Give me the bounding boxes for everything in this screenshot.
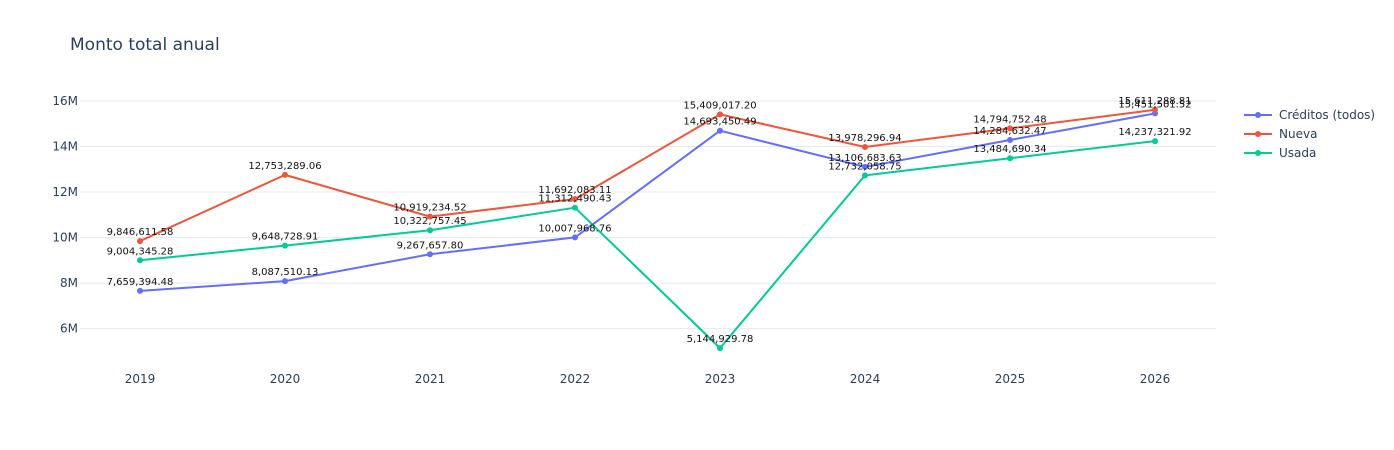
x-tick-label: 2024 (850, 372, 881, 386)
y-tick-label: 10M (52, 231, 78, 245)
legend-marker-icon (1255, 131, 1261, 137)
x-axis-ticks: 2019 2020 2021 2022 2023 2024 2025 2026 (125, 372, 1171, 386)
legend-item[interactable]: Nueva (1244, 127, 1317, 141)
data-label: 10,322,757.45 (393, 216, 466, 227)
data-point[interactable] (862, 163, 868, 170)
data-label: 9,846,611.58 (107, 227, 174, 238)
data-point[interactable] (1152, 138, 1158, 145)
data-point[interactable] (282, 242, 288, 249)
y-axis-ticks: 6M 8M 10M 12M 14M 16M (52, 94, 78, 336)
series-2 (137, 138, 1158, 352)
series-line (139, 140, 1156, 350)
data-label: 9,267,657.80 (397, 240, 464, 251)
legend[interactable]: Créditos (todos) Nueva Usada (1244, 108, 1375, 160)
data-label: 11,692,083.11 (538, 185, 611, 196)
data-point[interactable] (137, 257, 143, 264)
data-label: 14,693,450.49 (683, 117, 756, 128)
data-label: 9,648,728.91 (252, 232, 319, 243)
data-label: 5,144,929.78 (687, 334, 754, 345)
data-point[interactable] (137, 238, 143, 245)
y-tick-label: 16M (52, 94, 78, 108)
legend-label: Nueva (1279, 127, 1317, 141)
data-label: 10,007,968.76 (538, 223, 611, 234)
data-label: 14,237,321.92 (1118, 127, 1191, 138)
data-point[interactable] (1007, 155, 1013, 162)
x-tick-label: 2026 (1140, 372, 1171, 386)
data-label: 10,919,234.52 (393, 203, 466, 214)
data-point[interactable] (572, 234, 578, 241)
data-point[interactable] (282, 171, 288, 178)
legend-label: Usada (1279, 146, 1316, 160)
legend-item[interactable]: Créditos (todos) (1244, 108, 1375, 122)
y-tick-label: 12M (52, 185, 78, 199)
data-label: 13,484,690.34 (973, 144, 1046, 155)
y-tick-label: 8M (60, 276, 78, 290)
data-point[interactable] (862, 143, 868, 150)
x-tick-label: 2025 (995, 372, 1026, 386)
data-label: 11,312,490.43 (538, 194, 611, 205)
data-label: 12,732,058.75 (828, 161, 901, 172)
data-point[interactable] (572, 204, 578, 211)
data-point[interactable] (717, 127, 723, 134)
data-point[interactable] (282, 278, 288, 285)
legend-label: Créditos (todos) (1279, 108, 1375, 122)
data-point[interactable] (572, 196, 578, 203)
series-lines (137, 106, 1158, 352)
data-label: 15,409,017.20 (683, 100, 756, 111)
data-point[interactable] (717, 345, 723, 352)
y-tick-label: 6M (60, 322, 78, 336)
data-label: 7,659,394.48 (107, 277, 174, 288)
data-point[interactable] (862, 172, 868, 179)
x-tick-label: 2019 (125, 372, 156, 386)
x-tick-label: 2021 (415, 372, 446, 386)
series-1 (137, 106, 1158, 245)
data-point[interactable] (1007, 137, 1013, 144)
y-tick-label: 14M (52, 139, 78, 153)
data-point[interactable] (427, 227, 433, 234)
data-label: 14,284,632.47 (973, 126, 1046, 137)
data-label: 15,611,288.81 (1118, 96, 1191, 107)
data-point[interactable] (427, 213, 433, 220)
data-labels: 7,659,394.48 8,087,510.13 9,267,657.80 10,0… (107, 96, 1192, 345)
data-label: 14,794,752.48 (973, 114, 1046, 125)
legend-marker-icon (1255, 112, 1261, 118)
data-label: 12,753,289.06 (248, 161, 321, 172)
series-0 (137, 110, 1158, 294)
data-label: 8,087,510.13 (252, 267, 319, 278)
data-point[interactable] (137, 287, 143, 294)
x-tick-label: 2023 (705, 372, 736, 386)
data-label: 15,451,501.52 (1118, 99, 1191, 110)
legend-item[interactable]: Usada (1244, 146, 1316, 160)
data-label: 9,004,345.28 (107, 246, 174, 257)
data-point[interactable] (427, 251, 433, 258)
legend-marker-icon (1255, 150, 1261, 156)
series-line (139, 112, 1156, 292)
data-label: 13,106,683.63 (828, 153, 901, 164)
x-tick-label: 2022 (560, 372, 591, 386)
x-tick-label: 2020 (270, 372, 301, 386)
data-label: 13,978,296.94 (828, 133, 901, 144)
data-point[interactable] (1007, 125, 1013, 132)
data-point[interactable] (717, 111, 723, 118)
data-point[interactable] (1152, 106, 1158, 113)
series-line (139, 108, 1156, 242)
chart-title: Monto total anual (70, 35, 220, 55)
